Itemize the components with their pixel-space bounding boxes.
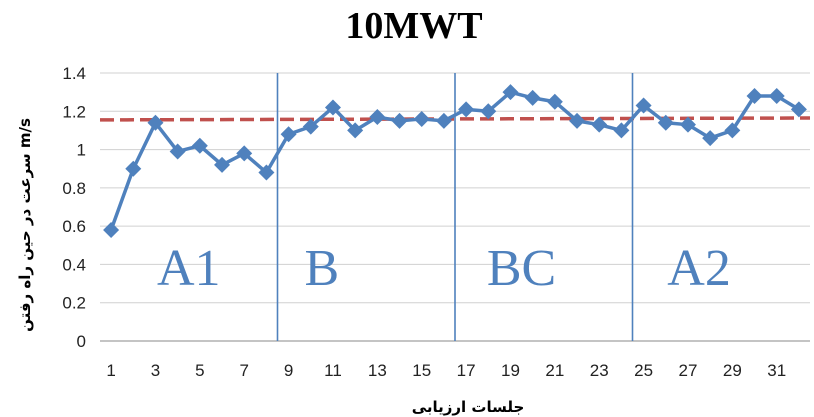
data-point [524, 89, 541, 106]
data-point [546, 93, 563, 110]
x-tick-label: 31 [767, 361, 786, 380]
y-tick-label: 1.4 [62, 64, 86, 83]
x-tick-label: 29 [723, 361, 742, 380]
y-tick-label: 0.4 [62, 255, 86, 274]
data-point [324, 99, 341, 116]
y-tick-labels: 0 0.2 0.4 0.6 0.8 1 1.2 1.4 [62, 64, 86, 351]
x-axis-label: جلسات ارزیابی [412, 398, 525, 416]
data-point [302, 118, 319, 135]
data-point [147, 114, 164, 131]
x-tick-label: 17 [457, 361, 476, 380]
y-tick-label: 0.8 [62, 179, 86, 198]
data-point [790, 101, 807, 118]
data-point [103, 221, 120, 238]
data-point [591, 116, 608, 133]
y-tick-label: 0.2 [62, 294, 86, 313]
phase-label: A2 [667, 240, 731, 297]
data-point [768, 87, 785, 104]
x-tick-label: 19 [501, 361, 520, 380]
x-tick-label: 13 [368, 361, 387, 380]
x-tick-label: 25 [634, 361, 653, 380]
x-tick-labels: 1 3 5 7 9 11 13 15 17 19 21 23 25 27 29 31 [106, 361, 786, 380]
data-point [569, 112, 586, 129]
x-tick-label: 3 [151, 361, 160, 380]
data-point [435, 112, 452, 129]
y-tick-label: 0 [77, 332, 86, 351]
y-tick-label: 0.6 [62, 217, 86, 236]
x-tick-label: 7 [239, 361, 248, 380]
data-point [702, 130, 719, 147]
chart-title: 10MWT [345, 5, 482, 47]
x-tick-label: 21 [545, 361, 564, 380]
x-tick-label: 15 [412, 361, 431, 380]
x-tick-label: 11 [324, 361, 342, 380]
data-point [214, 156, 231, 173]
data-point [635, 97, 652, 114]
series-layer [103, 84, 807, 238]
data-point [679, 116, 696, 133]
data-point [280, 126, 297, 143]
reference-line-layer [99, 116, 811, 122]
data-point [391, 112, 408, 129]
y-tick-label: 1.2 [62, 102, 86, 121]
phase-label: B [305, 240, 340, 297]
data-point [258, 164, 275, 181]
data-point [657, 114, 674, 131]
data-point [125, 160, 142, 177]
y-tick-label: 1 [77, 141, 86, 160]
data-point [413, 110, 430, 127]
data-point [347, 122, 364, 139]
x-tick-label: 9 [284, 361, 293, 380]
data-point [480, 103, 497, 120]
data-point [236, 145, 253, 162]
x-tick-label: 5 [195, 361, 204, 380]
reference-line [99, 116, 811, 122]
y-axis-label: سرعت در حین راه رفتن m/s [16, 118, 34, 332]
x-tick-label: 1 [106, 361, 115, 380]
data-point [369, 109, 386, 126]
data-point [613, 122, 630, 139]
x-tick-label: 27 [679, 361, 698, 380]
data-point [746, 87, 763, 104]
phase-label: BC [487, 240, 556, 297]
phase-labels: A1 B BC A2 [157, 240, 731, 297]
data-point [502, 84, 519, 101]
data-point [169, 143, 186, 160]
data-point [191, 137, 208, 154]
phase-label: A1 [157, 240, 221, 297]
x-tick-label: 23 [590, 361, 609, 380]
data-point [458, 101, 475, 118]
data-point [724, 122, 741, 139]
